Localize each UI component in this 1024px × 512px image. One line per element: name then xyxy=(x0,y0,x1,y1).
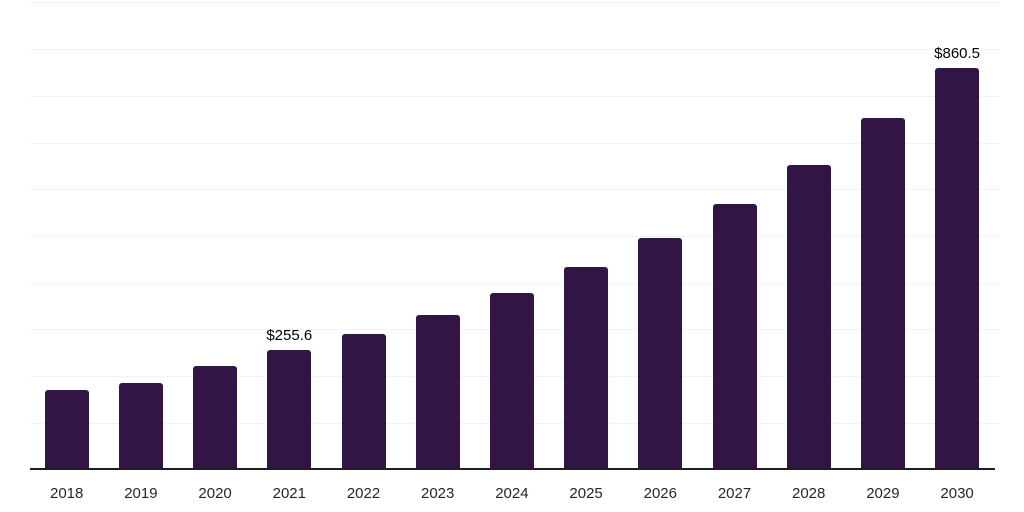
x-axis-label-2018: 2018 xyxy=(50,485,84,502)
data-label-2021: $255.6 xyxy=(266,327,313,345)
x-axis-label-2020: 2020 xyxy=(198,485,232,502)
bar-2027 xyxy=(712,204,757,470)
gridline-600 xyxy=(30,189,1000,191)
x-axis-label-2028: 2028 xyxy=(792,485,826,502)
gridline-400 xyxy=(30,282,1000,284)
bar-2028 xyxy=(786,164,831,470)
bar-2018 xyxy=(44,389,89,470)
x-axis-label-2030: 2030 xyxy=(940,485,974,502)
bar-2025 xyxy=(564,266,609,470)
gridline-900 xyxy=(30,49,1000,50)
bar-2029 xyxy=(860,118,905,470)
x-axis-label-2027: 2027 xyxy=(717,485,752,502)
bar-2020 xyxy=(193,366,238,470)
x-axis-label-2019: 2019 xyxy=(124,485,158,502)
x-axis-line xyxy=(30,468,995,470)
bar-2019 xyxy=(118,383,163,470)
data-label-2030: $860.5 xyxy=(934,44,981,62)
bar-2021 xyxy=(267,350,312,470)
gridline-700 xyxy=(30,142,1000,144)
x-axis-label-2025: 2025 xyxy=(569,485,603,502)
x-axis-label-2024: 2024 xyxy=(495,485,529,502)
gridline-500 xyxy=(30,235,1000,237)
x-axis-label-2029: 2029 xyxy=(866,485,900,502)
gridline-800 xyxy=(30,95,1000,97)
gridline-1000 xyxy=(30,2,1000,4)
x-axis-label-2023: 2023 xyxy=(421,485,455,502)
bar-2030 xyxy=(935,67,980,470)
bar-2022 xyxy=(341,334,386,470)
bar-2023 xyxy=(415,315,460,470)
x-axis-label-2022: 2022 xyxy=(346,485,381,502)
x-axis-label-2021: 2021 xyxy=(272,485,306,502)
x-axis-label-2026: 2026 xyxy=(643,485,677,502)
bar-2024 xyxy=(489,293,534,470)
bar-2026 xyxy=(638,238,683,470)
